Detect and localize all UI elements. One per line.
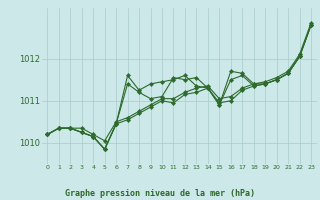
Text: Graphe pression niveau de la mer (hPa): Graphe pression niveau de la mer (hPa)	[65, 189, 255, 198]
